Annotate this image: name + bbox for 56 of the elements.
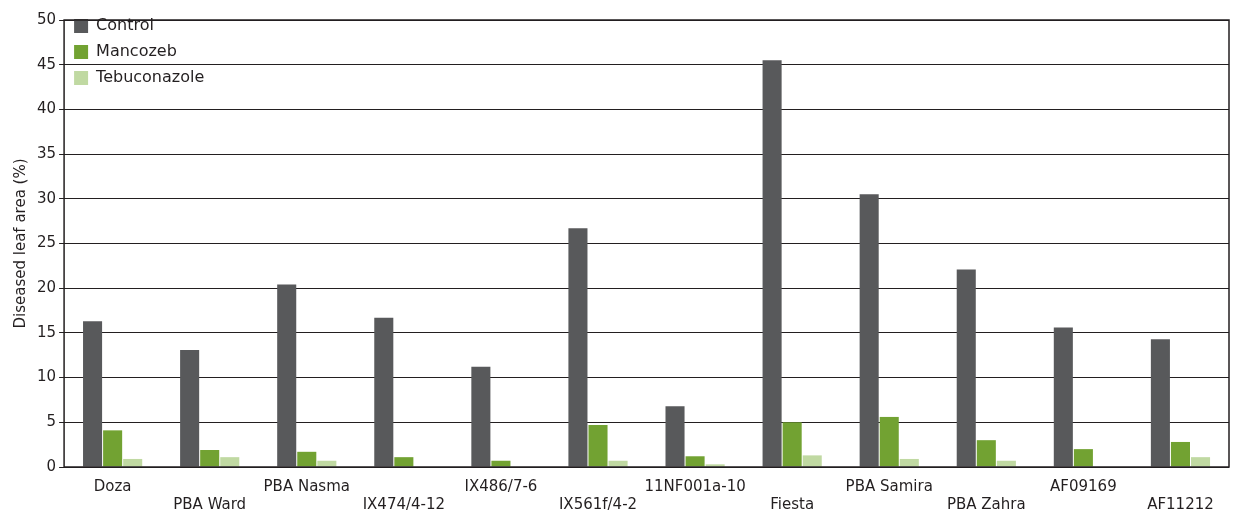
- bar: [879, 416, 899, 467]
- bar: [1053, 327, 1073, 467]
- x-tick-label: IX561f/4-2: [558, 494, 638, 513]
- legend-label: Tebuconazole: [95, 67, 205, 87]
- bar: [782, 422, 802, 467]
- bar: [1150, 339, 1170, 467]
- bar: [705, 464, 725, 467]
- x-tick-label: IX486/7-6: [464, 476, 538, 495]
- bar: [762, 60, 782, 467]
- bar: [665, 406, 685, 467]
- bar: [859, 194, 879, 467]
- bar: [103, 430, 123, 467]
- y-tick-label: 30: [36, 188, 57, 207]
- bar: [297, 451, 317, 467]
- bar: [976, 440, 996, 467]
- bar: [123, 458, 143, 467]
- y-tick-label: 0: [46, 456, 57, 475]
- x-tick-label: IX474/4-12: [362, 494, 446, 513]
- bar: [83, 321, 103, 467]
- bar: [568, 228, 588, 467]
- bar: [180, 349, 200, 467]
- y-tick-label: 10: [36, 367, 57, 386]
- y-axis-title: Diseased leaf area (%): [10, 158, 29, 329]
- x-tick-label: Fiesta: [770, 494, 815, 513]
- bar: [802, 455, 822, 467]
- y-tick-label: 40: [36, 99, 57, 118]
- bar: [374, 317, 394, 467]
- bar: [1073, 449, 1093, 467]
- bar: [588, 424, 608, 467]
- bar: [200, 450, 220, 467]
- x-tick-label: PBA Nasma: [263, 476, 350, 495]
- x-tick-label: PBA Zahra: [946, 494, 1026, 513]
- y-tick-label: 50: [36, 9, 57, 28]
- bar: [394, 457, 414, 467]
- x-tick-label: PBA Ward: [173, 494, 247, 513]
- legend-label: Mancozeb: [96, 41, 177, 61]
- x-tick-label: Doza: [93, 476, 132, 495]
- bar: [685, 456, 705, 467]
- bar: [220, 457, 240, 467]
- y-tick-label: 25: [36, 233, 57, 252]
- bar: [956, 269, 976, 467]
- y-tick-label: 35: [36, 143, 57, 162]
- x-tick-label: 11NF001a-10: [644, 476, 746, 495]
- legend-label: Control: [96, 15, 154, 35]
- x-tick-label: PBA Samira: [845, 476, 933, 495]
- bar: [1170, 441, 1190, 467]
- y-tick-label: 5: [46, 412, 57, 431]
- x-tick-label: AF09169: [1050, 476, 1117, 495]
- bar: [471, 366, 491, 467]
- y-tick-label: 20: [36, 278, 57, 297]
- y-tick-label: 45: [36, 54, 57, 73]
- y-tick-label: 15: [36, 322, 57, 341]
- bar: [899, 458, 919, 467]
- bar: [277, 284, 297, 467]
- bar: [1190, 457, 1211, 467]
- x-tick-label: AF11212: [1147, 494, 1214, 513]
